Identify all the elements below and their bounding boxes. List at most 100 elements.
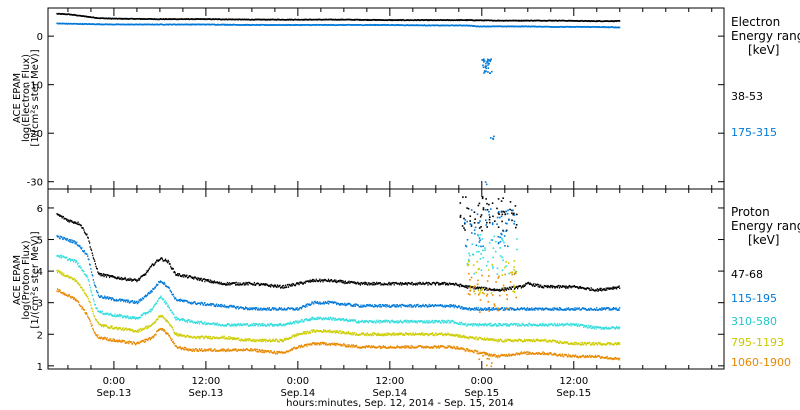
data-point bbox=[259, 309, 261, 311]
data-point bbox=[283, 323, 285, 326]
data-point bbox=[189, 23, 191, 26]
data-point bbox=[311, 24, 313, 26]
data-point bbox=[578, 325, 580, 327]
data-point bbox=[146, 18, 148, 20]
data-point bbox=[539, 285, 541, 287]
data-point bbox=[95, 23, 97, 26]
data-point bbox=[477, 19, 479, 21]
data-point bbox=[170, 265, 172, 268]
data-point bbox=[443, 24, 445, 27]
electron-y-tick-label: -20 bbox=[27, 129, 43, 140]
electron-legend: Electron Energy ranges [keV] 38-53 175-3… bbox=[731, 15, 800, 139]
data-point bbox=[576, 25, 578, 28]
data-point bbox=[307, 280, 309, 282]
data-point bbox=[378, 24, 380, 26]
data-point bbox=[218, 24, 221, 26]
data-point bbox=[83, 251, 85, 253]
data-point bbox=[96, 290, 98, 292]
data-point bbox=[228, 283, 230, 285]
data-point bbox=[491, 70, 493, 73]
data-point bbox=[127, 299, 129, 302]
data-point bbox=[366, 282, 368, 284]
data-point bbox=[490, 239, 493, 241]
data-point bbox=[604, 326, 606, 329]
data-point bbox=[200, 320, 202, 323]
data-point bbox=[570, 309, 572, 311]
data-point bbox=[230, 324, 232, 327]
data-point bbox=[564, 285, 566, 288]
data-point bbox=[264, 323, 266, 326]
data-point bbox=[112, 298, 114, 300]
data-point bbox=[543, 284, 545, 287]
data-point bbox=[513, 308, 515, 310]
data-point bbox=[176, 23, 178, 26]
data-point bbox=[73, 221, 75, 223]
data-point bbox=[144, 313, 147, 316]
data-point bbox=[483, 72, 485, 74]
data-point bbox=[101, 310, 103, 313]
data-point bbox=[391, 319, 393, 322]
data-point bbox=[394, 282, 396, 284]
data-point bbox=[206, 323, 208, 325]
data-point bbox=[514, 323, 516, 325]
data-point bbox=[235, 284, 237, 286]
data-point bbox=[169, 23, 171, 26]
data-point bbox=[165, 301, 167, 304]
data-point bbox=[304, 282, 306, 284]
data-point bbox=[395, 321, 397, 324]
data-point bbox=[494, 220, 496, 222]
data-point bbox=[248, 281, 250, 284]
data-point bbox=[151, 264, 153, 267]
data-point bbox=[73, 241, 75, 243]
data-point bbox=[120, 300, 122, 302]
data-point bbox=[302, 283, 304, 285]
data-point bbox=[320, 279, 322, 282]
data-point bbox=[376, 319, 378, 322]
data-point bbox=[596, 289, 598, 292]
data-point bbox=[145, 273, 147, 276]
data-point bbox=[440, 322, 442, 324]
data-point bbox=[479, 215, 482, 218]
data-point bbox=[538, 283, 540, 286]
data-point bbox=[511, 219, 513, 222]
data-point bbox=[524, 25, 526, 28]
data-point bbox=[489, 216, 491, 218]
data-point bbox=[208, 279, 210, 281]
data-point bbox=[477, 307, 479, 309]
data-point bbox=[256, 18, 258, 21]
data-point bbox=[385, 306, 387, 308]
data-point bbox=[154, 23, 157, 26]
data-point bbox=[486, 221, 488, 224]
data-point bbox=[589, 20, 591, 22]
data-point bbox=[87, 258, 89, 260]
data-point bbox=[165, 258, 167, 261]
data-point bbox=[356, 282, 358, 285]
data-point bbox=[525, 324, 527, 326]
data-point bbox=[117, 277, 119, 279]
data-point bbox=[396, 306, 398, 308]
data-point bbox=[514, 25, 516, 28]
data-point bbox=[613, 308, 615, 310]
data-point bbox=[163, 24, 165, 26]
data-point bbox=[558, 26, 560, 28]
data-point bbox=[546, 25, 548, 28]
data-point bbox=[192, 18, 194, 20]
data-point bbox=[617, 286, 620, 288]
data-point bbox=[512, 308, 514, 311]
data-point bbox=[201, 279, 203, 282]
data-point bbox=[504, 307, 506, 309]
data-point bbox=[467, 207, 470, 210]
data-point bbox=[297, 19, 299, 21]
data-point bbox=[374, 283, 376, 286]
data-point bbox=[78, 282, 80, 284]
data-point bbox=[560, 25, 562, 28]
data-point bbox=[365, 283, 367, 285]
data-point bbox=[434, 282, 436, 285]
data-point bbox=[582, 26, 584, 28]
data-point bbox=[75, 243, 77, 245]
data-point bbox=[154, 303, 156, 305]
data-point bbox=[250, 308, 252, 310]
data-point bbox=[241, 18, 244, 21]
data-point bbox=[273, 325, 275, 327]
data-point bbox=[423, 320, 425, 322]
